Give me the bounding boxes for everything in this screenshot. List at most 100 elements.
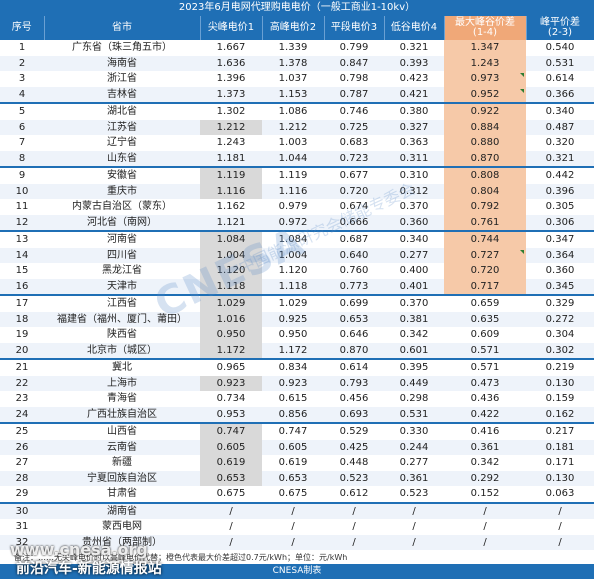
cell-p1: 1.016: [200, 311, 262, 327]
cell-p3: 0.456: [339, 393, 369, 404]
cell-p1: /: [200, 534, 262, 550]
cell-p3: 0.614: [324, 358, 384, 376]
cell-p4: 0.449: [384, 375, 444, 391]
cell-no: 14: [0, 247, 44, 263]
cell-p3: 0.847: [324, 55, 384, 71]
table-row: 16 天津市 1.118 1.118 0.773 0.401 0.717 0.345: [0, 278, 594, 295]
cell-no: 5: [0, 102, 44, 120]
cell-d1: 0.808: [444, 166, 526, 184]
table-row: 22 上海市 0.923 0.923 0.793 0.449 0.473 0.130: [0, 375, 594, 391]
cell-no: 23: [15, 393, 29, 404]
cell-p4: 0.421: [384, 86, 444, 103]
cell-p4: 0.400: [399, 265, 429, 276]
cell-d1: 0.152: [470, 488, 500, 499]
cell-p2: 0.925: [262, 311, 324, 327]
cell-p2: 0.615: [278, 393, 308, 404]
cell-no: 13: [0, 230, 44, 248]
cell-prov: 陕西省: [107, 329, 137, 340]
cell-p3: 0.677: [324, 166, 384, 184]
table-row: 14 四川省 1.004 1.004 0.640 0.277 0.727 0.364: [0, 247, 594, 263]
cell-prov: 内蒙古自治区（蒙东）: [72, 201, 172, 212]
cell-p1: 1.396: [216, 73, 246, 84]
cell-p1: 0.619: [200, 455, 262, 471]
cell-d1: 0.361: [444, 439, 526, 455]
column-header: 峰平价差 (2-3): [526, 16, 594, 40]
table-row: 18 福建省（福州、厦门、莆田） 1.016 0.925 0.653 0.381 0.635…: [0, 311, 594, 327]
cell-d1: 0.416: [444, 422, 526, 440]
cell-p2: 0.747: [262, 422, 324, 440]
cell-d1: 0.744: [444, 230, 526, 248]
table-row: 2 海南省 1.636 1.378 0.847 0.393 1.243 0.531: [0, 55, 594, 71]
cell-p2: 1.120: [278, 265, 308, 276]
cell-p4: 0.327: [384, 119, 444, 135]
table-row: 8 山东省 1.181 1.044 0.723 0.311 0.870 0.321: [0, 150, 594, 167]
cell-p4: 0.340: [384, 230, 444, 248]
cell-p2: 0.950: [278, 329, 308, 340]
cell-d2: 0.614: [545, 73, 575, 84]
cell-p4: 0.395: [384, 358, 444, 376]
cell-p2: 0.834: [262, 358, 324, 376]
cell-p1: 1.172: [200, 342, 262, 359]
price-table: 序号 省市 尖峰电价1 高峰电价2 平段电价3 低谷电价4 最大峰谷价差 (1-4) 峰平价差…: [0, 16, 594, 550]
cell-p3: 0.798: [339, 73, 369, 84]
cell-p2: 0.923: [262, 375, 324, 391]
cell-p2: 1.378: [262, 55, 324, 71]
cell-p2: 1.004: [262, 247, 324, 263]
cell-p1: 0.953: [200, 406, 262, 423]
cell-prov: 江西省: [44, 294, 200, 312]
cell-p4: 0.342: [399, 329, 429, 340]
cell-p4: 0.601: [384, 342, 444, 359]
column-header: 平段电价3: [324, 16, 385, 40]
cell-d2: 0.181: [526, 439, 594, 455]
cell-prov: 黑龙江省: [102, 265, 142, 276]
cell-d2: 0.347: [526, 230, 594, 248]
cell-p4: 0.277: [399, 457, 429, 468]
cell-no: 8: [0, 150, 44, 167]
cell-p3: 0.425: [324, 439, 384, 455]
cell-d2: 0.159: [545, 393, 575, 404]
table-row: 12 河北省（南网） 1.121 0.972 0.666 0.360 0.761 0.306: [0, 214, 594, 231]
cell-p4: 0.380: [384, 102, 444, 120]
cell-no: 6: [0, 119, 44, 135]
cell-p1: 0.605: [200, 439, 262, 455]
cell-p2: /: [262, 501, 324, 519]
cell-d1: 0.922: [444, 102, 526, 120]
cell-d1: 0.571: [444, 358, 526, 376]
cell-no: 24: [0, 406, 44, 423]
cell-d1: 0.717: [444, 278, 526, 295]
cell-p4: 0.310: [384, 166, 444, 184]
cell-d2: 0.320: [545, 137, 575, 148]
table-row: 25 山西省 0.747 0.747 0.529 0.330 0.416 0.217: [0, 422, 594, 440]
cell-p4: 0.363: [399, 137, 429, 148]
table-row: 9 安徽省 1.119 1.119 0.677 0.310 0.808 0.442: [0, 166, 594, 184]
cell-prov: 河北省（南网）: [44, 214, 200, 231]
cell-d2: 0.442: [526, 166, 594, 184]
column-header: 高峰电价2: [262, 16, 325, 40]
cell-p1: 1.084: [200, 230, 262, 248]
cell-d2: 0.531: [526, 55, 594, 71]
cell-no: 28: [0, 470, 44, 486]
cell-d2: 0.272: [526, 311, 594, 327]
cell-d1: 0.659: [444, 294, 526, 312]
cell-p3: 0.746: [324, 102, 384, 120]
cell-prov: 广西壮族自治区: [44, 406, 200, 423]
column-header: 尖峰电价1: [200, 16, 263, 40]
cell-p4: /: [384, 534, 444, 550]
cell-p2: 0.972: [262, 214, 324, 231]
cell-prov: 贵州省（两部制）: [44, 534, 200, 550]
cell-d1: 0.727: [444, 247, 526, 263]
cell-prov: 新疆: [112, 457, 132, 468]
cell-prov: 北京市（城区）: [44, 342, 200, 359]
cell-p3: 0.725: [324, 119, 384, 135]
cell-prov: 湖南省: [44, 501, 200, 519]
cell-d2: 0.162: [526, 406, 594, 423]
cell-d1: 0.880: [444, 135, 526, 151]
table-row: 31 蒙西电网 / / / / / /: [0, 519, 594, 535]
table-row: 28 宁夏回族自治区 0.653 0.653 0.523 0.361 0.292 0.130: [0, 470, 594, 486]
cell-p1: 1.373: [200, 86, 262, 103]
table-row: 15 黑龙江省 1.120 1.120 0.760 0.400 0.720 0.360: [0, 263, 594, 279]
cell-p2: 1.119: [262, 166, 324, 184]
table-row: 21 冀北 0.965 0.834 0.614 0.395 0.571 0.219: [0, 358, 594, 376]
cell-d2: 0.063: [545, 488, 575, 499]
footnote: 备注：……无尖峰电价时以高峰电价代替；橙色代表最大价差超过0.7元/kWh；单位…: [14, 553, 348, 562]
